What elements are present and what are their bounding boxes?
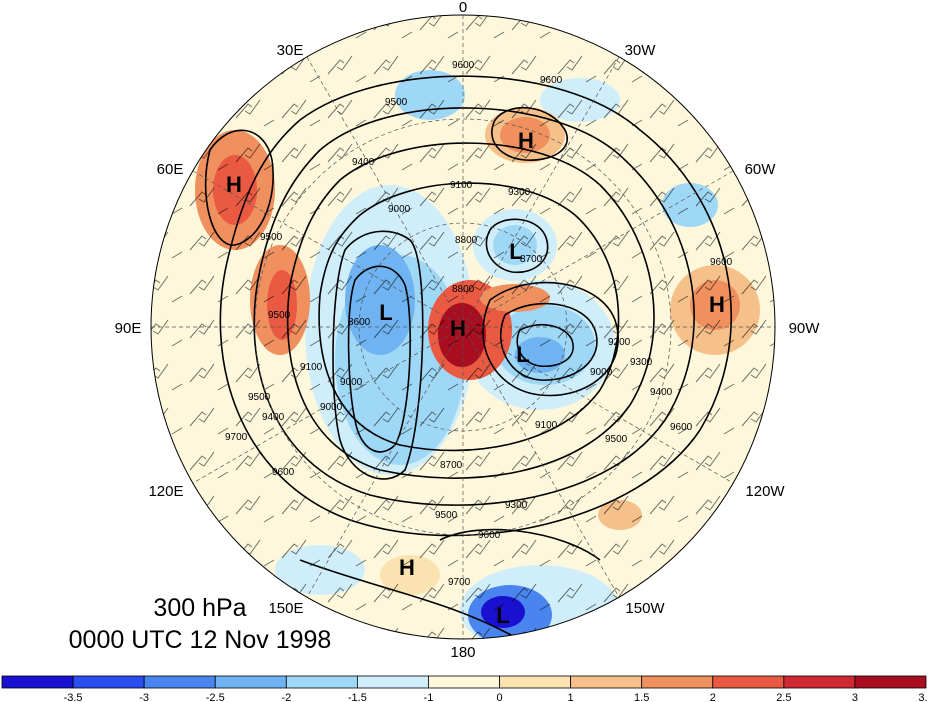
lon-label-30e: 30E [277, 42, 304, 59]
contour-label: 9500 [260, 232, 283, 243]
contour-label: 9600 [710, 257, 733, 268]
colorbar-box [143, 675, 216, 689]
pressure-centers: H H H H H L L L L [226, 128, 725, 628]
lon-label-150e: 150E [268, 600, 303, 617]
geopotential-contours [204, 75, 733, 639]
high-center: H [709, 292, 725, 317]
low-center: L [516, 342, 529, 367]
high-center: H [226, 172, 242, 197]
colorbar-tick-label: 3 [852, 692, 858, 702]
contour-label: 9600 [272, 467, 295, 478]
contour-label: 9000 [388, 204, 411, 215]
high-center: H [518, 128, 534, 153]
colorbar-tick-label: -1.5 [348, 692, 367, 702]
colorbar-tick-label: 3.5 [918, 692, 928, 702]
colorbar-box [783, 675, 856, 689]
contour-label: 9000 [320, 402, 343, 413]
lon-label-90w: 90W [789, 320, 821, 337]
lon-label-180: 180 [450, 644, 475, 661]
contour-label: 9700 [225, 432, 248, 443]
colorbar-box [570, 675, 643, 689]
lon-label-60e: 60E [157, 161, 184, 178]
contour-label: 8700 [440, 460, 463, 471]
contour-label: 9100 [300, 362, 323, 373]
lon-label-90e: 90E [115, 320, 142, 337]
valid-time-title: 0000 UTC 12 Nov 1998 [68, 626, 332, 654]
colorbar-box [72, 675, 145, 689]
contour-label: 9300 [508, 187, 531, 198]
lon-label-0: 0 [459, 0, 467, 16]
low-center: L [509, 239, 522, 264]
contour-label: 9300 [630, 357, 653, 368]
low-center: L [496, 603, 509, 628]
colorbar-box [712, 675, 785, 689]
colorbar-tick-label: 2 [710, 692, 716, 702]
colorbar-tick-label: -3.5 [64, 692, 83, 702]
pressure-level-title: 300 hPa [153, 594, 247, 622]
map-boundary [150, 14, 776, 640]
contour-label: 9100 [535, 420, 558, 431]
colorbar-tick-label: -2.5 [206, 692, 225, 702]
graticule [151, 15, 775, 639]
colorbar-box [499, 675, 572, 689]
colorbar-box [854, 675, 927, 689]
colorbar-box [356, 675, 429, 689]
longitude-labels: 0 30W 60W 90W 120W 150W 180 150E 120E 90… [115, 0, 821, 661]
colorbar-tick-label: 0 [496, 692, 502, 702]
contour-label: 9600 [478, 530, 501, 541]
lon-label-60w: 60W [745, 161, 777, 178]
colorbar-box [641, 675, 714, 689]
contour-label: 9000 [340, 377, 363, 388]
colorbar-box [214, 675, 287, 689]
contour-label: 9400 [262, 412, 285, 423]
colorbar-tick-label: -1 [424, 692, 434, 702]
contour-label: 9600 [540, 75, 563, 86]
lon-label-150w: 150W [625, 600, 665, 617]
contour-label: 9500 [385, 97, 408, 108]
lon-label-30w: 30W [625, 42, 657, 59]
colorbar-tick-label: 2.5 [776, 692, 791, 702]
contour-label: 9200 [608, 337, 631, 348]
contour-label: 9100 [450, 180, 473, 191]
colorbar-box [428, 675, 500, 689]
low-center: L [379, 300, 392, 325]
colorbar-box [285, 675, 358, 689]
lon-label-120w: 120W [745, 483, 785, 500]
contour-label: 9400 [352, 157, 375, 168]
anomaly-shading [151, 15, 775, 639]
contour-label: 9000 [590, 367, 613, 378]
colorbar: -3.5 -3 -2.5 -2 -1.5 -1 0 1 1.5 2 2.5 3 3.5 [1, 675, 928, 702]
contour-label: 9500 [248, 392, 271, 403]
high-center: H [399, 555, 415, 580]
contour-label: 8800 [455, 235, 478, 246]
colorbar-tick-label: 1.5 [634, 692, 649, 702]
colorbar-box [1, 675, 74, 689]
contour-label: 9500 [268, 310, 291, 321]
lon-label-120e: 120E [148, 483, 183, 500]
colorbar-tick-label: -3 [139, 692, 149, 702]
contour-label: 9500 [605, 434, 628, 445]
contour-label: 9500 [435, 510, 458, 521]
colorbar-tick-label: 1 [568, 692, 574, 702]
contour-label: 9700 [448, 577, 471, 588]
contour-label: 9600 [670, 422, 693, 433]
contour-label: 9300 [505, 500, 528, 511]
contour-label: 8700 [520, 254, 543, 265]
colorbar-tick-label: -2 [281, 692, 291, 702]
contour-label: 9400 [650, 387, 673, 398]
high-center: H [450, 316, 466, 341]
